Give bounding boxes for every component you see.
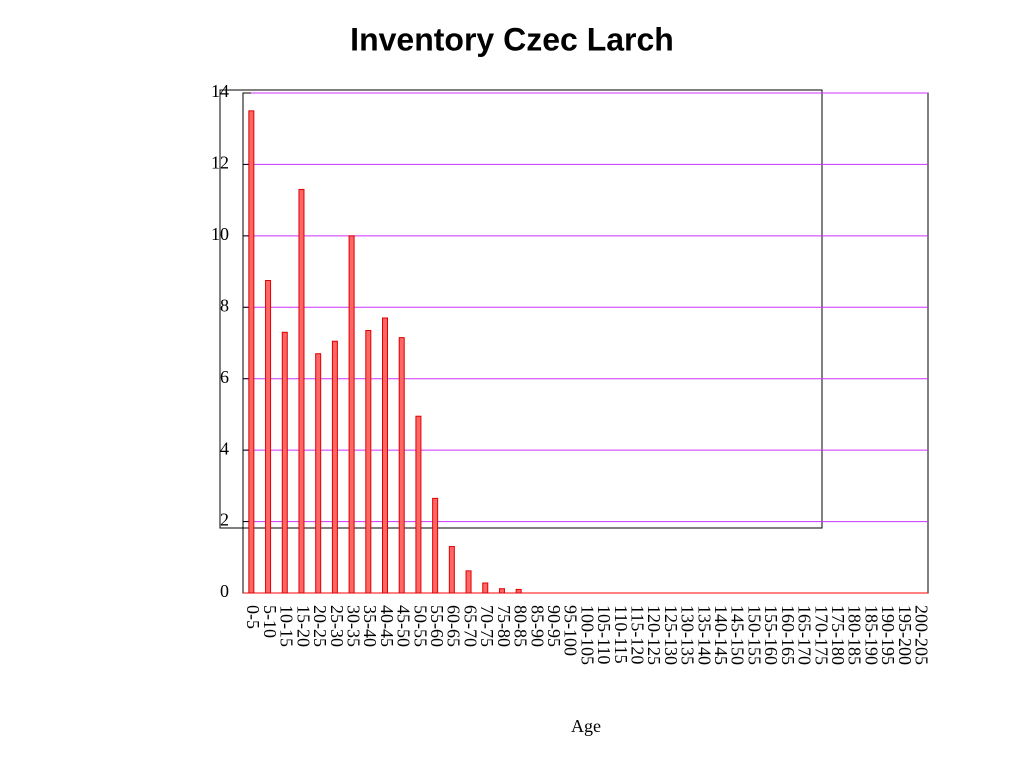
- x-tick-label: 190-195: [878, 605, 898, 665]
- x-tick-label: 105-110: [594, 605, 614, 664]
- bar: [415, 415, 422, 594]
- x-tick-label: 20-25: [310, 605, 330, 647]
- x-tick-label: 35-40: [360, 605, 380, 647]
- x-tick-label: 30-35: [343, 605, 363, 647]
- bar: [448, 546, 455, 594]
- x-tick-label: 140-145: [711, 605, 731, 665]
- x-tick-label: 110-115: [611, 605, 631, 664]
- overlay-box: [219, 89, 823, 529]
- x-tick-label: 120-125: [644, 605, 664, 665]
- x-tick-label: 50-55: [410, 605, 430, 647]
- x-tick-label: 100-105: [577, 605, 597, 665]
- x-tick-label: 200-205: [912, 605, 932, 665]
- bar: [482, 582, 489, 594]
- x-tick-label: 15-20: [293, 605, 313, 647]
- bar: [498, 588, 505, 594]
- x-tick-label: 5-10: [260, 605, 280, 638]
- x-tick-label: 25-30: [327, 605, 347, 647]
- x-tick-label: 155-160: [761, 605, 781, 665]
- bar: [331, 340, 338, 594]
- x-tick-label: 150-155: [744, 605, 764, 665]
- x-tick-label: 135-140: [694, 605, 714, 665]
- y-tick-label: 12: [211, 153, 229, 173]
- y-tick-label: 6: [220, 367, 229, 387]
- y-tick-label: 8: [220, 295, 229, 315]
- bar: [398, 337, 405, 594]
- bar: [515, 588, 522, 594]
- x-tick-label: 165-170: [795, 605, 815, 665]
- x-tick-label: 80-85: [511, 605, 531, 647]
- x-tick-label: 85-90: [527, 605, 547, 647]
- bar: [281, 331, 288, 594]
- x-tick-label: 195-200: [895, 605, 915, 665]
- bar: [298, 188, 305, 594]
- x-tick-label: 115-120: [627, 605, 647, 664]
- y-tick-label: 14: [211, 81, 229, 101]
- x-tick-label: 90-95: [544, 605, 564, 647]
- x-tick-label: 10-15: [277, 605, 297, 647]
- bar: [265, 280, 272, 594]
- x-tick-label: 60-65: [444, 605, 464, 647]
- x-axis-label: Age: [571, 716, 601, 736]
- x-tick-label: 65-70: [460, 605, 480, 647]
- x-tick-label: 130-135: [678, 605, 698, 665]
- bar: [315, 353, 322, 594]
- x-tick-label: 95-100: [561, 605, 581, 656]
- x-tick-label: 75-80: [494, 605, 514, 647]
- x-tick-label: 55-60: [427, 605, 447, 647]
- y-tick-label: 10: [211, 224, 229, 244]
- y-tick-label: 0: [220, 581, 229, 601]
- y-tick-label: 2: [220, 510, 229, 530]
- bar: [365, 330, 372, 594]
- x-tick-label: 145-150: [728, 605, 748, 665]
- x-tick-label: 45-50: [394, 605, 414, 647]
- x-tick-label: 185-190: [861, 605, 881, 665]
- x-tick-label: 125-130: [661, 605, 681, 665]
- y-tick-label: 4: [220, 438, 229, 458]
- bar: [382, 317, 389, 594]
- x-tick-label: 170-175: [811, 605, 831, 665]
- bar: [465, 570, 472, 594]
- bar: [432, 497, 439, 594]
- x-tick-label: 180-185: [845, 605, 865, 665]
- bar: [248, 110, 255, 594]
- bar: [348, 235, 355, 594]
- x-tick-label: 175-180: [828, 605, 848, 665]
- chart-title: Inventory Czec Larch: [350, 21, 674, 57]
- x-tick-label: 40-45: [377, 605, 397, 647]
- x-tick-label: 70-75: [477, 605, 497, 647]
- plot-frame: [242, 92, 929, 594]
- x-tick-label: 0-5: [243, 605, 263, 629]
- x-tick-label: 160-165: [778, 605, 798, 665]
